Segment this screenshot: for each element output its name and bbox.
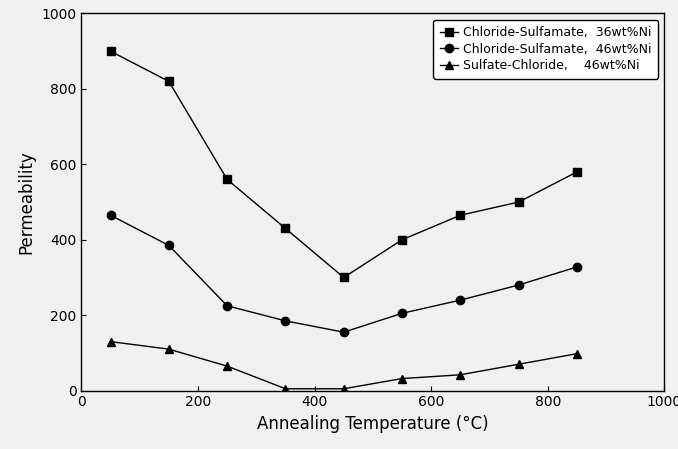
Legend: Chloride-Sulfamate,  36wt%Ni, Chloride-Sulfamate,  46wt%Ni, Sulfate-Chloride,   : Chloride-Sulfamate, 36wt%Ni, Chloride-Su… bbox=[433, 20, 658, 79]
Chloride-Sulfamate,  36wt%Ni bbox=[281, 226, 290, 231]
Chloride-Sulfamate,  36wt%Ni bbox=[223, 177, 231, 182]
Chloride-Sulfamate,  46wt%Ni bbox=[106, 212, 115, 218]
Chloride-Sulfamate,  46wt%Ni bbox=[573, 264, 581, 269]
Sulfate-Chloride,    46wt%Ni bbox=[281, 386, 290, 392]
Sulfate-Chloride,    46wt%Ni bbox=[165, 347, 173, 352]
Chloride-Sulfamate,  36wt%Ni bbox=[165, 79, 173, 84]
Chloride-Sulfamate,  46wt%Ni bbox=[223, 303, 231, 308]
Sulfate-Chloride,    46wt%Ni bbox=[398, 376, 406, 381]
Chloride-Sulfamate,  36wt%Ni bbox=[515, 199, 523, 205]
Chloride-Sulfamate,  46wt%Ni bbox=[456, 297, 464, 303]
Sulfate-Chloride,    46wt%Ni bbox=[573, 351, 581, 357]
Sulfate-Chloride,    46wt%Ni bbox=[106, 339, 115, 344]
Chloride-Sulfamate,  36wt%Ni bbox=[106, 48, 115, 54]
Chloride-Sulfamate,  46wt%Ni bbox=[398, 311, 406, 316]
Sulfate-Chloride,    46wt%Ni bbox=[456, 372, 464, 378]
Chloride-Sulfamate,  46wt%Ni bbox=[165, 243, 173, 248]
Chloride-Sulfamate,  46wt%Ni bbox=[340, 330, 348, 335]
Sulfate-Chloride,    46wt%Ni bbox=[223, 363, 231, 369]
Chloride-Sulfamate,  36wt%Ni bbox=[456, 212, 464, 218]
Line: Chloride-Sulfamate,  36wt%Ni: Chloride-Sulfamate, 36wt%Ni bbox=[106, 47, 581, 282]
Y-axis label: Permeability: Permeability bbox=[18, 150, 36, 254]
X-axis label: Annealing Temperature (°C): Annealing Temperature (°C) bbox=[257, 415, 489, 433]
Line: Sulfate-Chloride,    46wt%Ni: Sulfate-Chloride, 46wt%Ni bbox=[106, 338, 581, 393]
Chloride-Sulfamate,  46wt%Ni bbox=[281, 318, 290, 324]
Chloride-Sulfamate,  46wt%Ni bbox=[515, 282, 523, 288]
Chloride-Sulfamate,  36wt%Ni bbox=[573, 169, 581, 175]
Chloride-Sulfamate,  36wt%Ni bbox=[340, 275, 348, 280]
Sulfate-Chloride,    46wt%Ni bbox=[340, 386, 348, 392]
Sulfate-Chloride,    46wt%Ni bbox=[515, 361, 523, 367]
Line: Chloride-Sulfamate,  46wt%Ni: Chloride-Sulfamate, 46wt%Ni bbox=[106, 211, 581, 336]
Chloride-Sulfamate,  36wt%Ni bbox=[398, 237, 406, 242]
